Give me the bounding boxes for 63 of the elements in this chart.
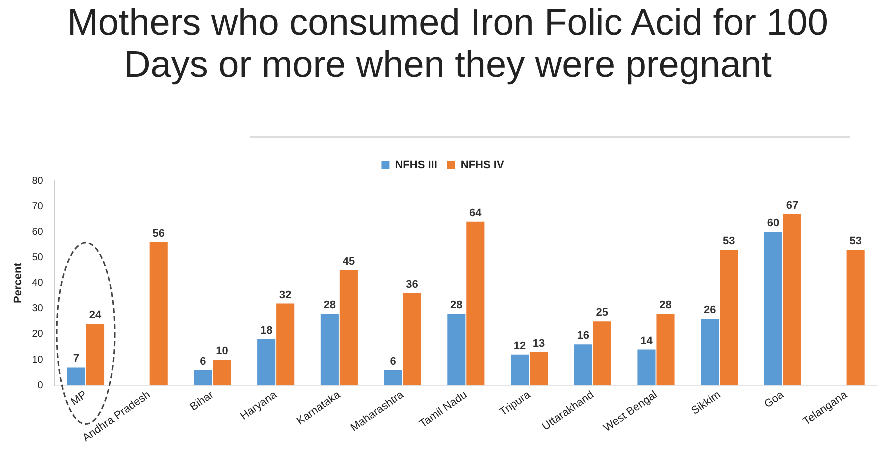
data-label: 13: [532, 338, 546, 350]
y-tick-label: 0: [38, 380, 44, 392]
bar: [67, 368, 86, 386]
chart-title: Mothers who consumed Iron Folic Acid for 100 Days or more when they were pregnant: [66, 2, 830, 86]
bar: [384, 370, 402, 386]
y-tick-label: 80: [32, 176, 44, 187]
bar: [846, 250, 865, 386]
data-label: 32: [279, 289, 292, 302]
y-axis-title: Percent: [12, 262, 25, 304]
bar: [86, 324, 105, 386]
bar: [656, 314, 675, 386]
bar: [276, 304, 295, 386]
y-tick-label: 30: [32, 304, 44, 315]
y-tick-label: 20: [32, 329, 44, 340]
bar: [466, 222, 485, 386]
data-label: 18: [260, 325, 273, 338]
bar: [213, 360, 232, 386]
data-label: 53: [722, 236, 736, 248]
y-tick-label: 10: [32, 354, 44, 366]
bar: [638, 350, 656, 386]
bar: [403, 294, 422, 386]
data-label: 12: [514, 340, 526, 352]
data-label: 64: [470, 207, 483, 220]
data-label: 56: [152, 228, 165, 240]
data-label: 16: [577, 330, 590, 342]
data-label: 14: [640, 335, 654, 348]
bar: [593, 322, 612, 386]
data-label: 28: [450, 300, 463, 312]
data-label: 6: [390, 356, 396, 368]
data-label: 24: [89, 310, 102, 322]
bar: [340, 270, 358, 386]
bar: [194, 370, 212, 386]
bar: [448, 314, 466, 386]
bar: [764, 232, 782, 386]
data-label: 25: [596, 307, 609, 320]
data-label: 6: [200, 356, 206, 368]
data-label: 45: [342, 256, 356, 268]
bar: [510, 354, 530, 386]
data-label: 36: [406, 279, 418, 292]
data-label: 53: [850, 236, 862, 248]
x-tick-label: MP: [69, 389, 90, 408]
bar: [783, 214, 802, 386]
bar: [150, 242, 168, 386]
data-label: 7: [73, 353, 80, 366]
bar: [320, 314, 339, 386]
x-tick-label: Goa: [762, 388, 788, 411]
legend-label: NFHS III: [395, 160, 438, 172]
y-tick-label: 60: [32, 226, 44, 238]
data-label: 28: [324, 300, 336, 312]
y-tick-label: 50: [32, 252, 44, 264]
data-label: 26: [704, 304, 716, 317]
bar: [530, 352, 548, 386]
y-tick-label: 40: [32, 278, 44, 290]
bar: [720, 250, 738, 386]
legend-label: NFHS IV: [460, 160, 505, 172]
data-label: 67: [786, 200, 799, 212]
data-label: 10: [216, 346, 228, 358]
y-tick-label: 70: [32, 201, 44, 212]
bar: [701, 319, 720, 386]
data-label: 28: [660, 300, 672, 312]
bar: [258, 340, 276, 386]
bar: [574, 344, 592, 386]
data-label: 60: [767, 218, 780, 230]
